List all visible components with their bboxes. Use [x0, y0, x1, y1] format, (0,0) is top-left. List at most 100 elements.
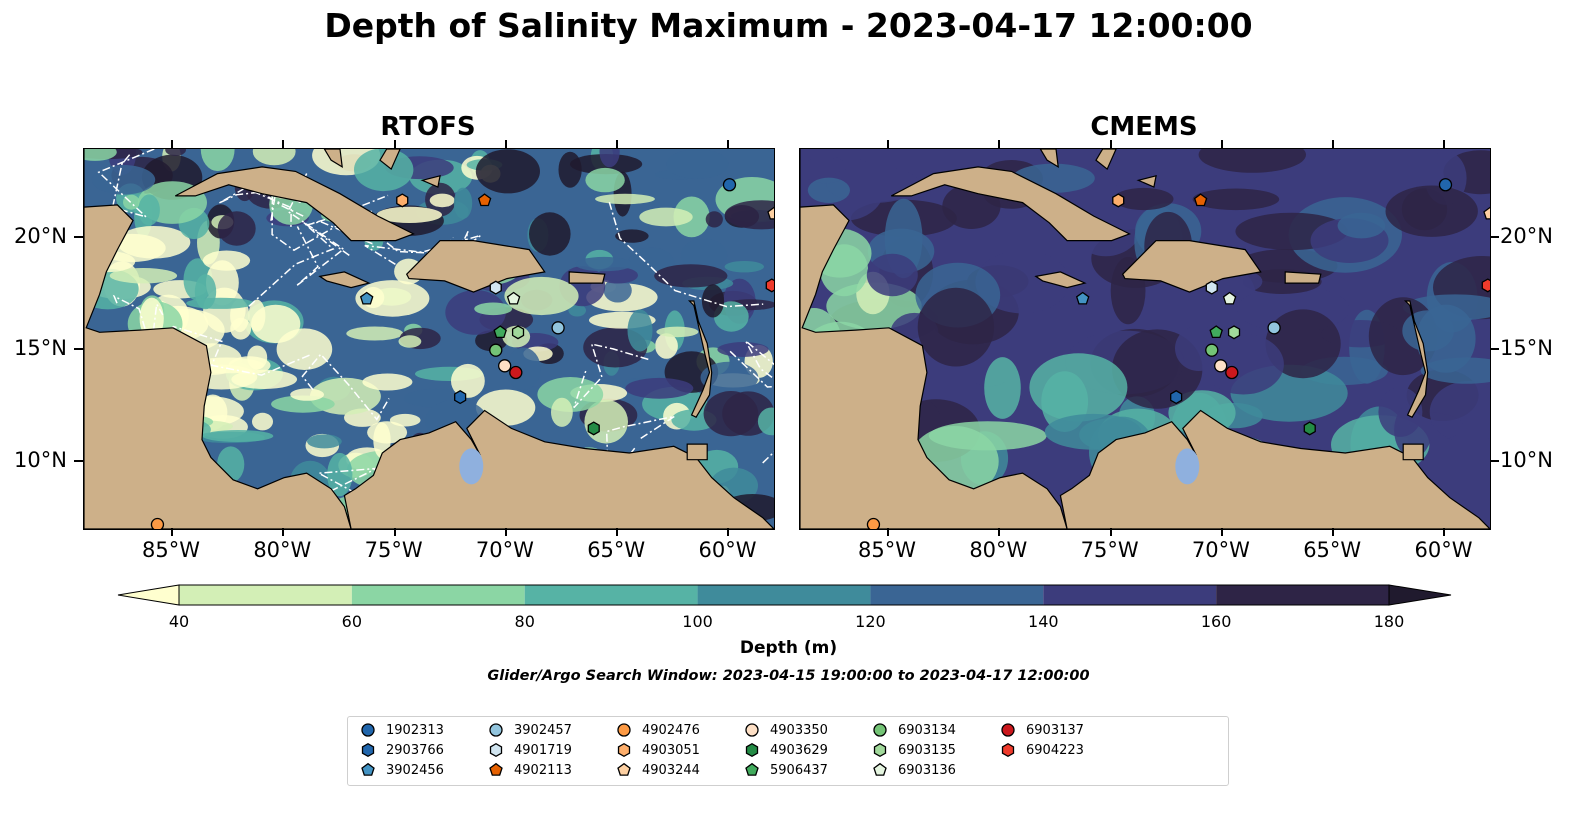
depth-field-patch — [346, 326, 404, 341]
land-south-america — [1059, 409, 1490, 529]
current-front-line — [573, 343, 649, 409]
lat-tick-mark — [74, 348, 83, 351]
colorbar-tick-label: 140 — [1028, 612, 1059, 631]
legend-marker-icon — [873, 762, 887, 776]
depth-field-patch — [138, 194, 160, 226]
float-marker-6904223[interactable] — [765, 278, 774, 293]
current-front-line — [271, 196, 444, 255]
float-marker-4903350[interactable] — [498, 359, 512, 373]
float-marker-3902456[interactable] — [359, 291, 374, 305]
float-marker-4901719[interactable] — [489, 280, 502, 295]
float-marker-4903051[interactable] — [396, 193, 409, 208]
float-marker-5906437[interactable] — [1209, 325, 1223, 339]
current-front-line — [301, 353, 390, 421]
land-bahamas3 — [1136, 174, 1157, 188]
legend-marker-icon — [873, 723, 887, 737]
legend-entry-4903629: 4903629 — [742, 741, 828, 759]
depth-field-patch — [866, 253, 918, 297]
float-marker-3902457[interactable] — [1267, 321, 1281, 335]
float-marker-6904223[interactable] — [1481, 278, 1490, 293]
float-marker-4902113[interactable] — [477, 193, 492, 207]
float-marker-6903134[interactable] — [489, 343, 503, 357]
map-panel-cmems[interactable] — [799, 148, 1491, 530]
float-marker-4903051[interactable] — [1112, 193, 1125, 208]
float-marker-4903244[interactable] — [1483, 206, 1490, 220]
legend-marker-icon — [873, 742, 887, 758]
legend-entry-1902313: 1902313 — [358, 721, 444, 739]
float-marker-4902113[interactable] — [1193, 193, 1208, 207]
legend-entry-2903766: 2903766 — [358, 741, 444, 759]
depth-field-patch — [625, 377, 694, 399]
lat-tick-mark — [74, 236, 83, 239]
depth-field-patch — [1337, 212, 1386, 239]
lon-tick-label: 65°W — [1303, 538, 1362, 562]
depth-field-patch — [217, 211, 256, 246]
depth-field-patch — [568, 304, 586, 317]
depth-field-patch — [247, 345, 268, 370]
colorbar-tick-label: 80 — [514, 612, 535, 631]
float-marker-6903134[interactable] — [1205, 343, 1219, 357]
lon-tick-mark — [1332, 528, 1335, 536]
depth-field-patch — [506, 347, 541, 391]
lat-tick-mark — [1490, 348, 1499, 351]
float-marker-6903136[interactable] — [506, 291, 521, 305]
float-marker-4903629[interactable] — [1303, 421, 1316, 436]
depth-field-patch — [504, 276, 579, 316]
current-front-line — [97, 149, 157, 218]
float-marker-4902476[interactable] — [866, 517, 881, 529]
legend-entry-6904223: 6904223 — [998, 741, 1084, 759]
float-marker-6903135[interactable] — [511, 325, 525, 340]
float-marker-2903766[interactable] — [1170, 390, 1183, 405]
land-trinidad — [1402, 443, 1424, 461]
depth-field-patch — [603, 278, 632, 303]
float-marker-6903135[interactable] — [1227, 325, 1241, 340]
float-marker-6903136[interactable] — [1222, 291, 1237, 305]
depth-field-patch — [655, 333, 678, 359]
depth-field-patch — [802, 156, 849, 184]
land-bahamas1 — [323, 149, 343, 169]
float-marker-1902313[interactable] — [1438, 178, 1453, 192]
float-marker-4901719[interactable] — [1205, 280, 1218, 295]
legend-entry-6903136: 6903136 — [870, 761, 956, 779]
legend-marker-icon — [361, 762, 375, 776]
colorbar-segment — [1216, 585, 1389, 605]
lon-tick-mark — [282, 528, 285, 536]
float-marker-4903629[interactable] — [587, 421, 600, 436]
depth-field-patch — [248, 299, 266, 332]
depth-field-patch — [1202, 333, 1284, 395]
lake-maracaibo — [1175, 448, 1200, 485]
lon-tick-mark — [393, 140, 396, 148]
float-marker-3902456[interactable] — [1075, 291, 1090, 305]
legend-entry-label: 4901719 — [514, 742, 572, 758]
float-marker-2903766[interactable] — [454, 390, 467, 405]
land-bahamas2 — [379, 149, 401, 171]
depth-field-patch — [367, 421, 408, 444]
depth-field-patch — [186, 297, 255, 309]
float-marker-6903137[interactable] — [1225, 365, 1239, 380]
float-marker-4903350[interactable] — [1214, 359, 1228, 373]
float-marker-4903244[interactable] — [767, 206, 774, 220]
colorbar-segment — [870, 585, 1044, 605]
depth-field-patch — [1416, 304, 1476, 373]
float-marker-1902313[interactable] — [722, 178, 737, 192]
depth-field-patch — [453, 187, 473, 219]
depth-field-patch — [84, 149, 117, 161]
float-marker-3902457[interactable] — [551, 321, 565, 335]
depth-field-patch — [445, 290, 506, 335]
depth-field-patch — [165, 149, 186, 156]
depth-field-patch — [551, 397, 573, 427]
lat-tick-label: 10°N — [14, 447, 67, 472]
float-marker-4902476[interactable] — [150, 517, 165, 529]
legend-entry-label: 4903629 — [770, 742, 828, 758]
lon-tick-mark — [504, 140, 507, 148]
legend-marker-icon — [1001, 723, 1015, 737]
map-panel-rtofs[interactable] — [83, 148, 775, 530]
colorbar-segment — [351, 585, 525, 605]
float-marker-6903137[interactable] — [509, 365, 523, 380]
legend-entry-label: 3902456 — [386, 762, 444, 778]
depth-field-patch — [700, 361, 759, 394]
depth-field-patch — [362, 373, 413, 391]
figure-title: Depth of Salinity Maximum - 2023-04-17 1… — [324, 6, 1253, 45]
land-hispaniola — [1121, 239, 1262, 293]
float-marker-5906437[interactable] — [493, 325, 507, 339]
